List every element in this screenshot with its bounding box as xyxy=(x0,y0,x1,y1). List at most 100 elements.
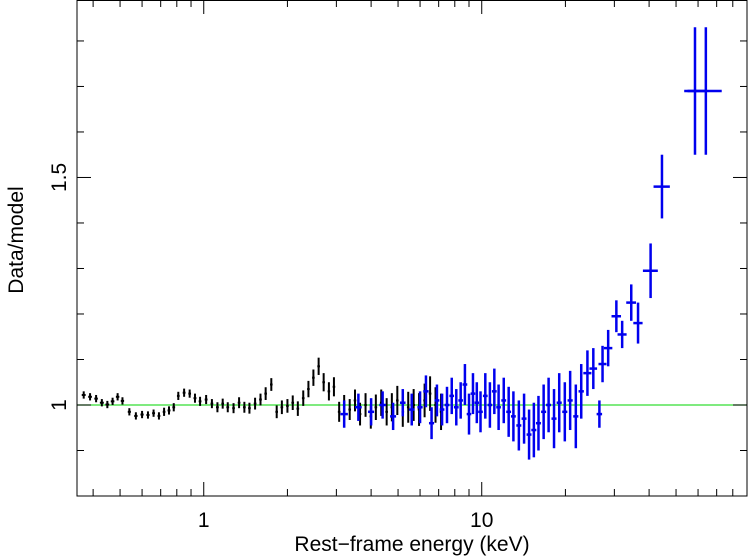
data-point xyxy=(176,391,180,400)
data-point xyxy=(232,403,235,414)
data-point xyxy=(317,357,320,375)
data-point xyxy=(501,377,507,424)
data-point xyxy=(521,393,527,444)
data-point xyxy=(444,386,450,424)
data-point xyxy=(354,393,362,421)
data-point xyxy=(642,243,658,299)
data-point xyxy=(551,389,557,449)
data-point xyxy=(474,382,480,424)
data-point xyxy=(340,400,348,428)
data-point xyxy=(364,393,367,417)
data-point xyxy=(327,382,331,401)
data-point xyxy=(556,373,562,433)
data-point xyxy=(127,408,131,416)
x-tick-label: 1 xyxy=(198,509,210,532)
data-point xyxy=(286,399,289,413)
data-point xyxy=(368,398,375,426)
data-point xyxy=(193,393,197,403)
data-point xyxy=(687,27,722,155)
data-point xyxy=(541,384,547,440)
data-point xyxy=(510,391,516,442)
data-point xyxy=(428,376,432,411)
data-point xyxy=(269,378,273,391)
data-point xyxy=(204,394,208,405)
data-point xyxy=(611,300,622,333)
data-point xyxy=(617,320,627,349)
data-point xyxy=(248,402,251,414)
data-point xyxy=(157,412,161,420)
data-point xyxy=(301,390,305,406)
data-point xyxy=(253,397,257,410)
data-point xyxy=(162,407,166,416)
data-point xyxy=(458,382,463,419)
tick-layer: 1 10 1 1.5 xyxy=(48,0,747,532)
data-point xyxy=(99,399,104,407)
data-point xyxy=(491,368,497,415)
data-point xyxy=(399,389,406,417)
data-point xyxy=(312,369,315,386)
data-point xyxy=(81,391,86,399)
data-point xyxy=(408,393,415,426)
data-point xyxy=(88,393,92,401)
data-point xyxy=(478,391,483,433)
data-point xyxy=(152,409,156,417)
data-point xyxy=(307,380,310,398)
data-point xyxy=(439,393,445,426)
data-point xyxy=(482,373,488,419)
data-point xyxy=(434,384,440,417)
data-point xyxy=(596,400,603,428)
data-point xyxy=(535,395,541,451)
data-point xyxy=(583,350,592,396)
data-point xyxy=(167,406,171,415)
data-point xyxy=(172,403,176,412)
data-point xyxy=(423,375,429,408)
data-point xyxy=(396,385,399,416)
data-point xyxy=(390,402,397,431)
data-point xyxy=(275,405,279,419)
data-point xyxy=(453,389,459,426)
y-tick-label: 1 xyxy=(48,399,71,411)
data-point xyxy=(105,400,110,409)
data-point xyxy=(428,407,435,440)
data-point xyxy=(226,402,230,413)
data-point xyxy=(237,397,241,409)
data-point xyxy=(385,398,388,426)
data-point xyxy=(506,386,512,437)
data-point xyxy=(134,412,138,420)
series-1 xyxy=(81,357,443,431)
data-point xyxy=(653,154,670,219)
data-point xyxy=(598,345,607,383)
data-point xyxy=(406,391,410,423)
data-point xyxy=(449,377,455,415)
data-point xyxy=(264,387,267,400)
data-point xyxy=(562,382,568,442)
data-point xyxy=(280,400,284,415)
data-point xyxy=(462,364,468,405)
data-point xyxy=(259,393,262,406)
data-point xyxy=(110,397,115,405)
data-point xyxy=(120,397,125,405)
data-point xyxy=(466,393,472,435)
data-point xyxy=(573,384,579,449)
data-point xyxy=(567,370,573,431)
data-point xyxy=(296,401,300,416)
data-point xyxy=(216,402,219,413)
data-point xyxy=(242,401,246,413)
series-2 xyxy=(340,27,722,460)
data-point xyxy=(198,396,202,406)
data-point xyxy=(140,410,144,419)
data-point xyxy=(589,348,598,390)
data-point xyxy=(633,302,643,344)
x-axis-label: Rest−frame energy (keV) xyxy=(294,533,529,556)
data-point xyxy=(626,284,637,321)
data-point xyxy=(115,393,120,401)
data-point xyxy=(374,394,378,421)
data-point xyxy=(146,411,150,419)
data-point xyxy=(94,394,98,403)
data-point xyxy=(546,377,552,433)
data-point xyxy=(531,402,537,458)
data-point xyxy=(322,373,325,392)
data-point xyxy=(379,391,386,419)
data-layer xyxy=(81,27,722,460)
